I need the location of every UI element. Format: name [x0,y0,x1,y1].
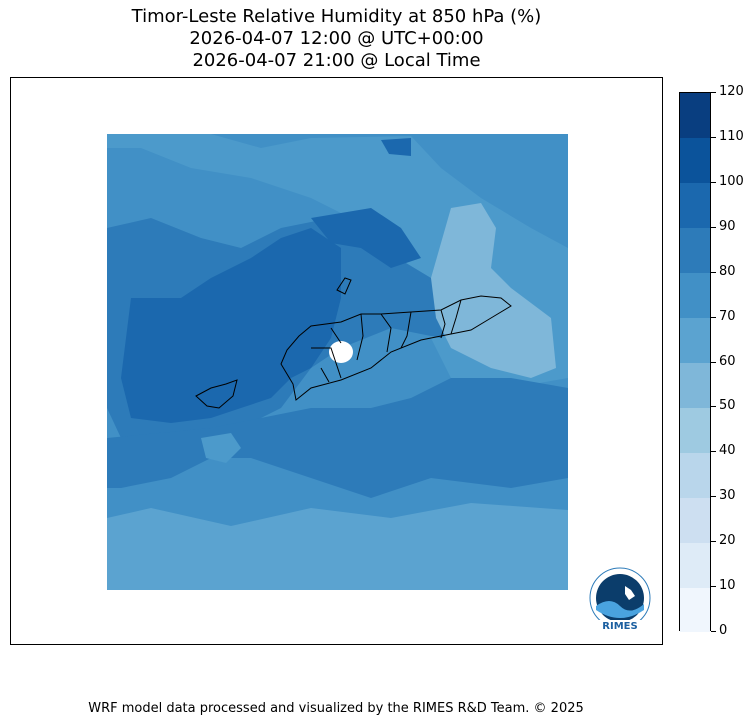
colorbar-segment [680,587,710,633]
oecusse-enclave [195,379,238,409]
colorbar-tick-label: 80 [719,263,736,279]
colorbar-segment [680,272,710,319]
map-frame [10,77,663,645]
colorbar-segment [680,497,710,543]
title-line-2: 2026-04-07 12:00 @ UTC+00:00 [189,28,484,49]
colorbar-segment [680,227,710,274]
humidity-map [107,134,568,590]
colorbar [679,92,711,633]
colorbar-tick-label: 10 [719,578,736,594]
colorbar-tick-label: 120 [719,84,744,99]
colorbar-segment [680,93,710,139]
colorbar-tick [711,496,716,498]
rh-spot-north [381,138,411,156]
colorbar-segment [680,452,710,498]
colorbar-tick [711,226,716,228]
colorbar-tick-label: 100 [719,173,744,189]
colorbar-tick-label: 20 [719,533,736,549]
colorbar-tick [711,361,716,363]
colorbar-tick-label: 0 [719,623,728,638]
missing-data-patch [329,341,353,363]
rh-patch-southwest [201,433,241,463]
colorbar-tick-label: 60 [719,353,736,369]
colorbar-tick [711,136,716,138]
colorbar-tick-label: 70 [719,308,736,324]
colorbar-segment [680,182,710,229]
colorbar-tick [711,586,716,588]
atauro-island [336,277,352,295]
footer-credit: WRF model data processed and visualized … [88,701,584,716]
rh-band-90-100-north [311,208,421,268]
district-lines [311,299,462,383]
rh-band-60-70-south [107,503,568,590]
title-line-1: Timor-Leste Relative Humidity at 850 hPa… [131,6,542,27]
colorbar-tick [711,271,716,273]
rimes-logo-icon [589,567,651,632]
colorbar-tick-label: 40 [719,443,736,459]
admin-boundaries [195,277,512,409]
title-line-3: 2026-04-07 21:00 @ Local Time [192,50,481,71]
logo-text: RIMES [602,621,638,632]
colorbar-tick-label: 50 [719,398,736,414]
colorbar-tick-label: 30 [719,488,736,504]
colorbar-segment [680,362,710,408]
rh-band-80-90-south [107,378,568,498]
humidity-field [107,134,568,590]
colorbar-tick [711,541,716,543]
map-title: Timor-Leste Relative Humidity at 850 hPa… [10,6,663,72]
colorbar-tick [711,631,716,632]
colorbar-segment [680,137,710,184]
rh-band-90-100-core [121,228,341,423]
colorbar-tick-label: 110 [719,128,744,144]
colorbar-segment [680,407,710,453]
rh-band-50-60-east [431,203,556,378]
colorbar-tick [711,181,716,183]
colorbar-tick [711,451,716,453]
colorbar-tick [711,406,716,408]
colorbar-segment [680,542,710,588]
colorbar-tick [711,92,716,93]
colorbar-tick [711,316,716,318]
colorbar-tick-label: 90 [719,218,736,234]
rimes-logo: RIMES [585,566,655,636]
colorbar-segment [680,317,710,363]
